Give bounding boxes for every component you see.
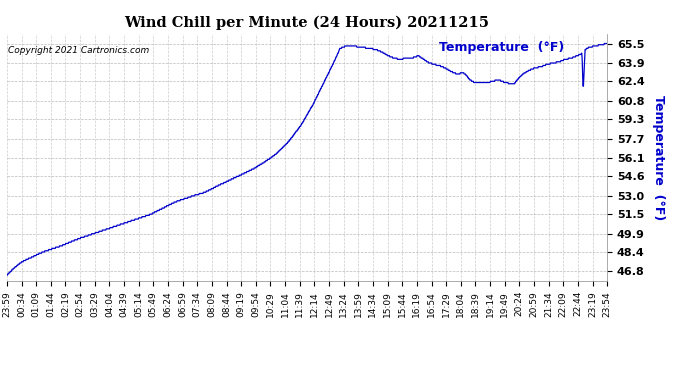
Text: Copyright 2021 Cartronics.com: Copyright 2021 Cartronics.com <box>8 46 149 55</box>
Text: Temperature  (°F): Temperature (°F) <box>439 41 564 54</box>
Y-axis label: Temperature  (°F): Temperature (°F) <box>652 95 664 220</box>
Title: Wind Chill per Minute (24 Hours) 20211215: Wind Chill per Minute (24 Hours) 2021121… <box>125 15 489 30</box>
